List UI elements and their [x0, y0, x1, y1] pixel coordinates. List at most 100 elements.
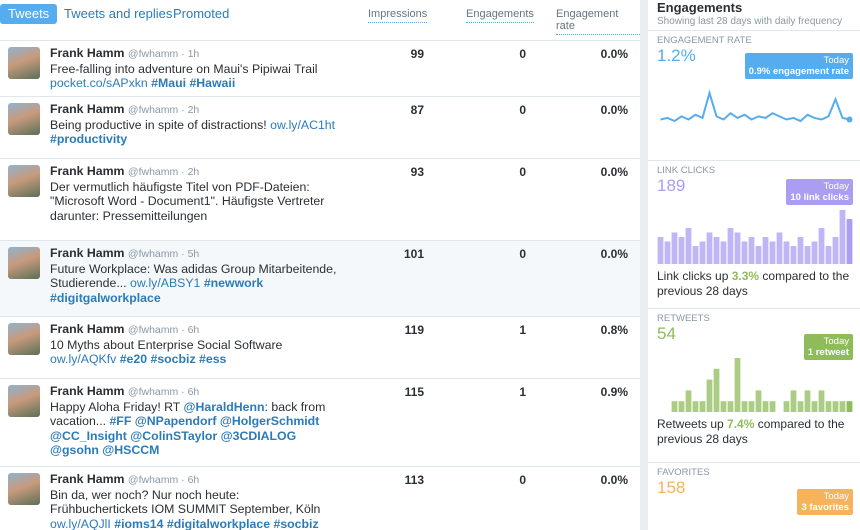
tweet-row[interactable]: Frank Hamm @fwhamm · 2h Being productive … — [0, 96, 640, 159]
text: Free-falling into adventure on Maui's Pi… — [50, 61, 318, 76]
tooltip-text: 1 retweet — [807, 347, 849, 358]
bar — [720, 401, 727, 412]
author-name[interactable]: Frank Hamm — [50, 472, 125, 486]
tooltip: Today 1 retweet — [803, 334, 853, 360]
bar — [699, 241, 706, 264]
bar — [664, 241, 671, 264]
tweet-row[interactable]: Frank Hamm @fwhamm · 6h Bin da, wer noch?… — [0, 466, 640, 530]
hashtag[interactable]: @HaraldHenn — [183, 399, 265, 414]
bar — [790, 390, 797, 412]
link[interactable]: ow.ly/ABSY1 — [129, 276, 201, 290]
bar — [811, 401, 818, 412]
bar — [755, 246, 762, 264]
author-name[interactable]: Frank Hamm — [50, 246, 125, 260]
bar — [762, 237, 769, 264]
link[interactable]: ow.ly/AQKfv — [50, 352, 117, 366]
author-name[interactable]: Frank Hamm — [50, 102, 125, 116]
stat-section: RETWEETS 54 Today 1 retweet Retweets up 7.4%… — [648, 308, 860, 463]
stat-total: 189 — [657, 176, 686, 195]
bar — [825, 246, 832, 264]
bar — [846, 219, 853, 264]
stat-label: ENGAGEMENT RATE — [657, 35, 752, 46]
author-meta: @fwhamm · 1h — [127, 48, 200, 60]
tooltip: Today 3 favorites — [797, 489, 853, 515]
author-meta: @fwhamm · 6h — [127, 324, 200, 336]
column-header[interactable]: Engagement rate — [556, 8, 640, 35]
bar — [692, 246, 699, 264]
engagements: 0 — [519, 47, 526, 61]
bar — [657, 237, 664, 264]
author-meta: @fwhamm · 2h — [127, 166, 200, 178]
tab[interactable]: Tweets and replies — [64, 6, 173, 21]
bar — [846, 401, 853, 412]
stat-section: LINK CLICKS 189 Today 10 link clicks Link cl… — [648, 160, 860, 309]
bar — [769, 401, 776, 412]
tab[interactable]: Promoted — [173, 6, 230, 21]
tab[interactable]: Tweets — [0, 4, 58, 24]
author-name[interactable]: Frank Hamm — [50, 322, 125, 336]
author-name[interactable]: Frank Hamm — [50, 164, 125, 178]
impressions: 87 — [410, 103, 424, 117]
link[interactable]: ow.ly/AC1ht — [270, 117, 336, 132]
hashtag[interactable]: #FF @NPapendorf @HolgerSchmidt @CC_Insig… — [50, 414, 320, 457]
today-dot — [846, 116, 853, 123]
tweet-text: Frank Hamm @fwhamm · 5h Future Workplace:… — [50, 246, 340, 305]
avatar — [8, 165, 40, 197]
tweet-row[interactable]: Frank Hamm @fwhamm · 2h Der vermutlich hä… — [0, 158, 640, 241]
hashtag[interactable]: #e20 #socbiz #ess — [119, 352, 227, 366]
tweet-row[interactable]: Frank Hamm @fwhamm · 6h 10 Myths about En… — [0, 316, 640, 379]
hashtag[interactable]: #newwork #digitgalworkplace — [50, 276, 264, 305]
tweet-text: Frank Hamm @fwhamm · 6h Bin da, wer noch?… — [50, 472, 340, 530]
text: Bin da, wer noch? Nur noch heute: Frühbu… — [50, 487, 321, 517]
tooltip-title: Today — [823, 491, 849, 502]
engagement-rate: 0.8% — [600, 323, 628, 337]
engagement-rate: 0.0% — [600, 247, 628, 261]
engagements: 0 — [519, 103, 526, 117]
link[interactable]: pocket.co/sAPxkn — [50, 76, 148, 90]
bar — [783, 241, 790, 264]
hashtag[interactable]: #Maui #Hawaii — [151, 76, 236, 90]
tooltip-title: Today — [823, 55, 849, 66]
engagements: 0 — [519, 247, 526, 261]
summary-change: 3.3% — [731, 269, 760, 283]
engagement-rate: 0.0% — [600, 47, 628, 61]
column-header[interactable]: Impressions — [368, 8, 428, 23]
hashtag[interactable]: #ioms14 #digitalworkplace #socbiz #e20 — [114, 516, 319, 530]
bar — [839, 401, 846, 412]
tweet-row[interactable]: Frank Hamm @fwhamm · 6h Happy Aloha Frida… — [0, 378, 640, 467]
link[interactable]: ow.ly/AQJlI — [50, 516, 111, 530]
bar — [762, 401, 769, 412]
tab-bar: Tweets Tweets and replies Promoted — [0, 0, 640, 26]
author-meta: @fwhamm · 6h — [127, 474, 200, 486]
bar — [741, 241, 748, 264]
summary-text: Retweets up — [657, 417, 728, 431]
summary-change: 7.4% — [727, 417, 755, 431]
author-name[interactable]: Frank Hamm — [50, 46, 125, 60]
avatar — [8, 385, 40, 417]
text: Future Workplace: Was adidas Group Mitar… — [50, 261, 337, 291]
bar — [818, 390, 825, 412]
hashtag[interactable]: #productivity — [50, 132, 128, 146]
stat-section: FAVORITES 158 Today 3 favorites — [648, 462, 860, 530]
stat-total: 158 — [657, 478, 686, 497]
column-header[interactable]: Engagements — [466, 8, 534, 23]
bar — [727, 228, 734, 264]
avatar — [8, 47, 40, 79]
tweet-text: Frank Hamm @fwhamm · 2h Der vermutlich hä… — [50, 164, 340, 223]
tooltip-text: 3 favorites — [801, 502, 849, 513]
text: Being productive in spite of distraction… — [50, 117, 271, 132]
bar — [678, 237, 685, 264]
tweet-row[interactable]: Frank Hamm @fwhamm · 1h Free-falling into… — [0, 40, 640, 97]
author-name[interactable]: Frank Hamm — [50, 384, 125, 398]
tweet-table: Tweets Tweets and replies Promoted Impress… — [0, 0, 640, 530]
avatar — [8, 103, 40, 135]
impressions: 101 — [403, 247, 424, 261]
impressions: 115 — [404, 385, 424, 399]
bar — [748, 401, 755, 412]
tweet-row[interactable]: Frank Hamm @fwhamm · 5h Future Workplace:… — [0, 240, 640, 317]
bar — [790, 246, 797, 264]
engagements: 0 — [519, 165, 526, 179]
tweet-text: Frank Hamm @fwhamm · 6h 10 Myths about En… — [50, 322, 340, 367]
engagements: 1 — [519, 385, 526, 399]
bar — [678, 401, 685, 412]
